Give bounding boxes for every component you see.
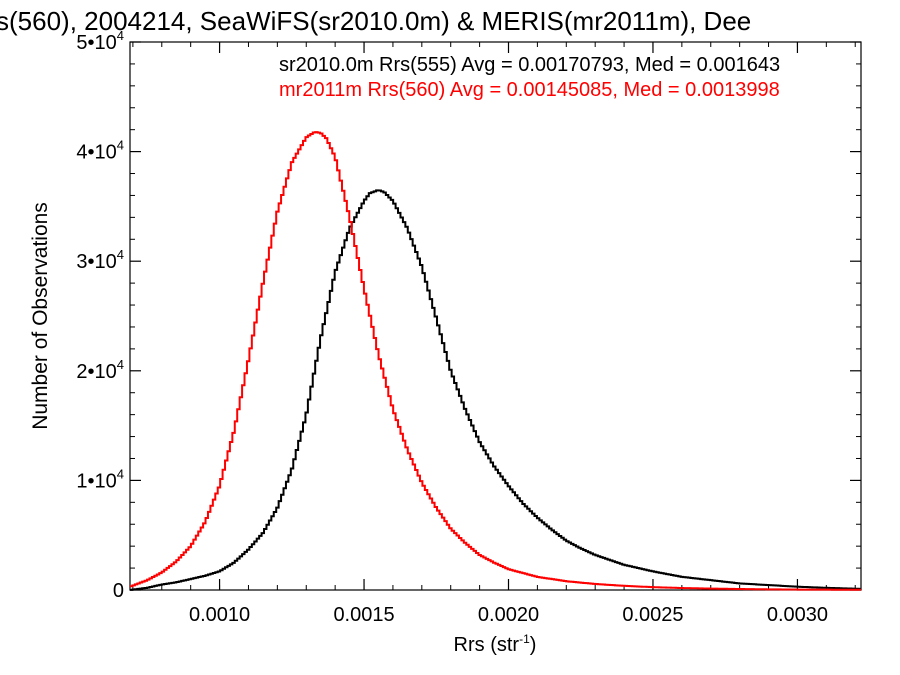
series-layer	[130, 131, 861, 591]
y-tick-label: 4•104	[76, 138, 124, 164]
y-tick-label: 3•104	[76, 247, 124, 273]
series-1-histogram	[130, 131, 861, 591]
chart-title: s(560), 2004214, SeaWiFS(sr2010.0m) & ME…	[0, 6, 751, 36]
x-tick-label: 0.0030	[767, 604, 828, 626]
plot-frame	[129, 41, 862, 591]
x-tick-label: 0.0010	[189, 604, 250, 626]
y-tick-label: 1•104	[76, 466, 124, 492]
annotation-1: mr2011m Rrs(560) Avg = 0.00145085, Med =…	[279, 79, 780, 101]
x-tick-label: 0.0020	[478, 604, 539, 626]
x-tick-label: 0.0025	[622, 604, 683, 626]
y-axis-ticks: 0 1•104 2•104 3•104 4•104 5•104	[76, 28, 861, 602]
annotations: sr2010.0m Rrs(555) Avg = 0.00170793, Med…	[279, 54, 780, 101]
y-axis-label: Number of Observations	[29, 202, 52, 430]
series-0-histogram	[130, 189, 861, 591]
x-axis-label: Rrs (str-1)	[454, 632, 537, 656]
y-tick-label: 5•104	[76, 28, 124, 54]
y-tick-label: 2•104	[76, 357, 124, 383]
annotation-0: sr2010.0m Rrs(555) Avg = 0.00170793, Med…	[279, 54, 780, 76]
y-tick-label: 0	[113, 580, 124, 602]
x-axis-ticks: 0.0010 0.0015 0.0020 0.0025 0.0030	[132, 42, 856, 626]
x-tick-label: 0.0015	[333, 604, 394, 626]
